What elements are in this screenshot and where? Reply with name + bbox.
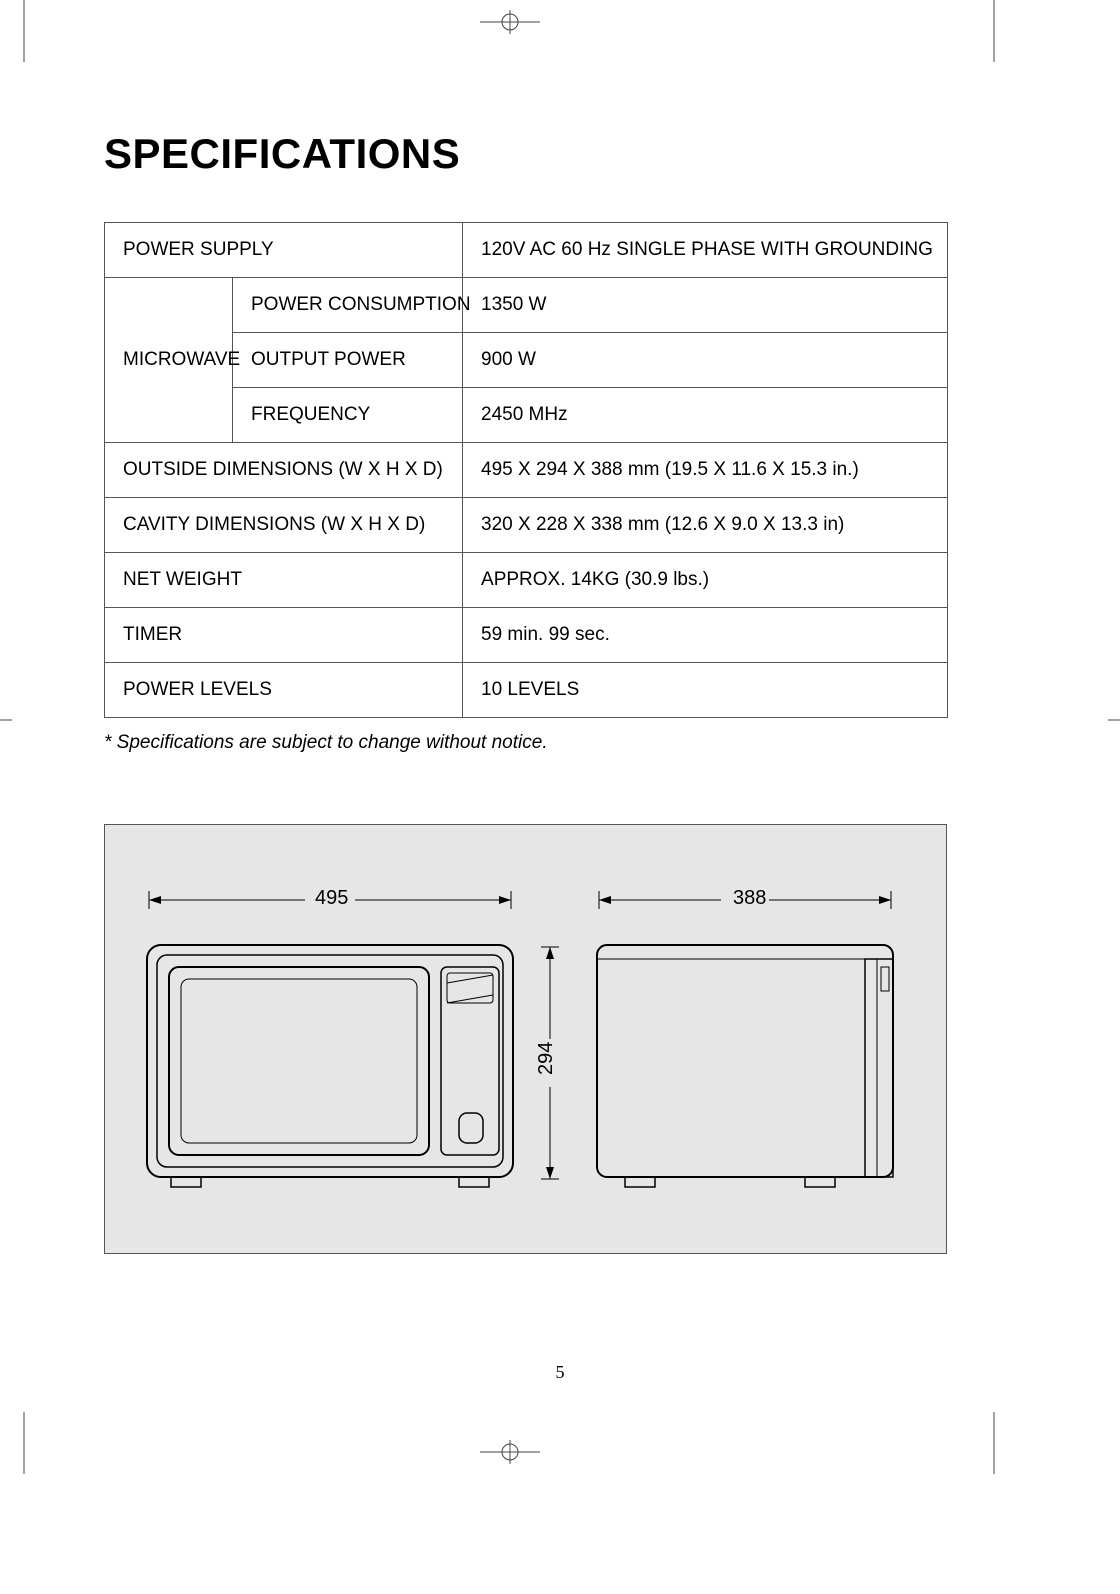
table-row: TIMER 59 min. 99 sec.	[105, 608, 948, 663]
table-row: POWER LEVELS 10 LEVELS	[105, 663, 948, 718]
dimensions-diagram: 495 388 294	[104, 824, 947, 1254]
table-row: NET WEIGHT APPROX. 14KG (30.9 lbs.)	[105, 553, 948, 608]
cell-label: TIMER	[105, 608, 463, 663]
microwave-side-icon	[595, 943, 895, 1193]
footnote: * Specifications are subject to change w…	[104, 732, 1016, 754]
cell-value: 495 X 294 X 388 mm (19.5 X 11.6 X 15.3 i…	[463, 443, 948, 498]
table-row: OUTSIDE DIMENSIONS (W X H X D) 495 X 294…	[105, 443, 948, 498]
cell-value: APPROX. 14KG (30.9 lbs.)	[463, 553, 948, 608]
page-content: SPECIFICATIONS POWER SUPPLY 120V AC 60 H…	[104, 130, 1016, 1254]
table-row: CAVITY DIMENSIONS (W X H X D) 320 X 228 …	[105, 498, 948, 553]
cell-label: OUTSIDE DIMENSIONS (W X H X D)	[105, 443, 463, 498]
cell-label: POWER LEVELS	[105, 663, 463, 718]
table-row: POWER SUPPLY 120V AC 60 Hz SINGLE PHASE …	[105, 223, 948, 278]
cell-label: NET WEIGHT	[105, 553, 463, 608]
specifications-table: POWER SUPPLY 120V AC 60 Hz SINGLE PHASE …	[104, 222, 948, 718]
dimension-depth-value: 388	[733, 887, 766, 910]
cell-label: OUTPUT POWER	[233, 333, 463, 388]
microwave-front-icon	[145, 943, 515, 1193]
cell-value: 900 W	[463, 333, 948, 388]
cell-value: 1350 W	[463, 278, 948, 333]
cell-label: POWER SUPPLY	[105, 223, 463, 278]
cell-label: MICROWAVE	[105, 278, 233, 443]
cell-value: 120V AC 60 Hz SINGLE PHASE WITH GROUNDIN…	[463, 223, 948, 278]
dimension-width-value: 495	[315, 887, 348, 910]
cell-value: 320 X 228 X 338 mm (12.6 X 9.0 X 13.3 in…	[463, 498, 948, 553]
page-title: SPECIFICATIONS	[104, 130, 1016, 178]
cell-value: 2450 MHz	[463, 388, 948, 443]
cell-value: 59 min. 99 sec.	[463, 608, 948, 663]
dimension-height-value: 294	[535, 1042, 558, 1075]
table-row: MICROWAVE POWER CONSUMPTION 1350 W	[105, 278, 948, 333]
cell-label: POWER CONSUMPTION	[233, 278, 463, 333]
page-number: 5	[0, 1362, 1120, 1383]
cell-label: FREQUENCY	[233, 388, 463, 443]
cell-value: 10 LEVELS	[463, 663, 948, 718]
cell-label: CAVITY DIMENSIONS (W X H X D)	[105, 498, 463, 553]
